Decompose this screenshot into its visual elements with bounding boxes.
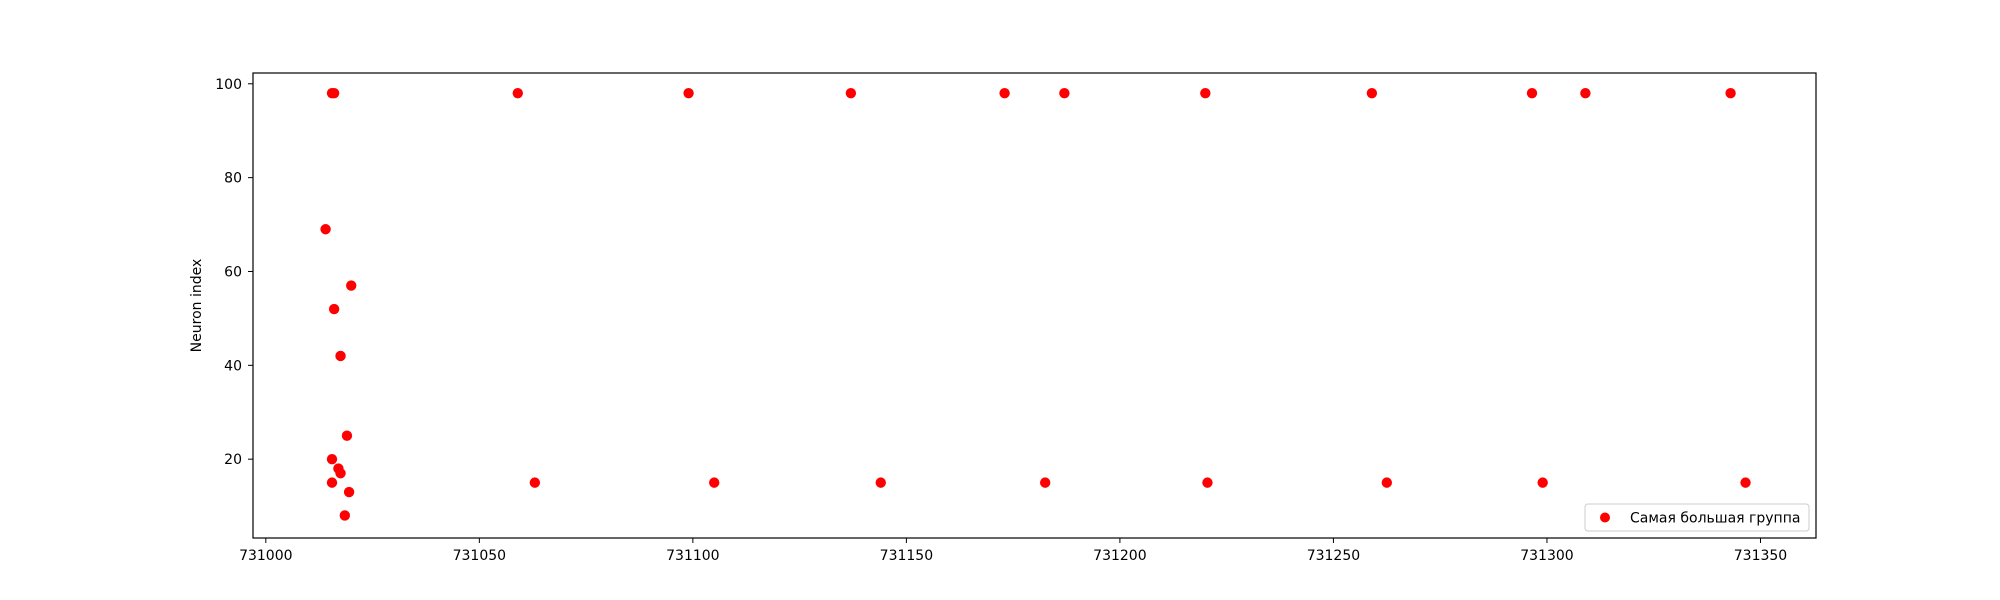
data-point (326, 453, 338, 465)
x-tick-label: 731050 (453, 548, 506, 564)
data-point (328, 303, 340, 315)
data-point (1059, 87, 1070, 99)
y-tick-label: 20 (224, 452, 242, 468)
data-point (875, 477, 886, 488)
y-tick-label: 40 (224, 358, 242, 374)
plot-frame (252, 72, 1817, 539)
legend: Самая большая группа (1584, 503, 1810, 532)
data-point (1366, 87, 1378, 99)
y-tick-label: 60 (224, 264, 242, 280)
x-tick-label: 731200 (1093, 548, 1146, 564)
y-axis-label: Neuron index (189, 259, 205, 353)
x-tick-label: 731000 (239, 548, 292, 564)
data-point (320, 224, 331, 235)
y-tick-label: 100 (215, 77, 242, 93)
x-tick-label: 731300 (1520, 548, 1573, 564)
data-point (341, 430, 353, 441)
legend-label: Самая большая группа (1630, 511, 1800, 527)
legend-box (1584, 503, 1810, 532)
data-point (709, 477, 720, 488)
data-point (326, 477, 338, 488)
data-point (1381, 477, 1393, 488)
data-point (335, 468, 346, 479)
y-axis: 20 40 60 80 100 (215, 77, 253, 468)
data-point (1200, 87, 1211, 99)
data-point (1039, 477, 1051, 488)
data-point (1725, 87, 1736, 99)
data-point (1202, 477, 1213, 488)
data-point (343, 486, 355, 498)
x-tick-label: 731350 (1734, 548, 1787, 564)
x-axis: 731000 731050 731100 731150 731200 731250 7313… (239, 538, 1787, 564)
data-points (320, 87, 1751, 521)
data-point (512, 87, 523, 99)
y-tick-label: 80 (224, 171, 242, 187)
data-point (845, 87, 857, 99)
x-tick-label: 731150 (880, 548, 933, 564)
x-tick-label: 731250 (1307, 548, 1360, 564)
data-point (1740, 477, 1751, 488)
data-point (346, 280, 357, 291)
data-point (1580, 87, 1591, 99)
data-point (999, 87, 1010, 99)
data-point (683, 87, 694, 99)
data-point (328, 87, 340, 99)
data-point (335, 350, 346, 362)
legend-marker (1600, 512, 1610, 523)
data-point (1537, 477, 1548, 488)
x-tick-label: 731100 (666, 548, 719, 564)
data-point (1526, 87, 1538, 99)
data-point (339, 510, 351, 521)
data-point (529, 477, 541, 488)
